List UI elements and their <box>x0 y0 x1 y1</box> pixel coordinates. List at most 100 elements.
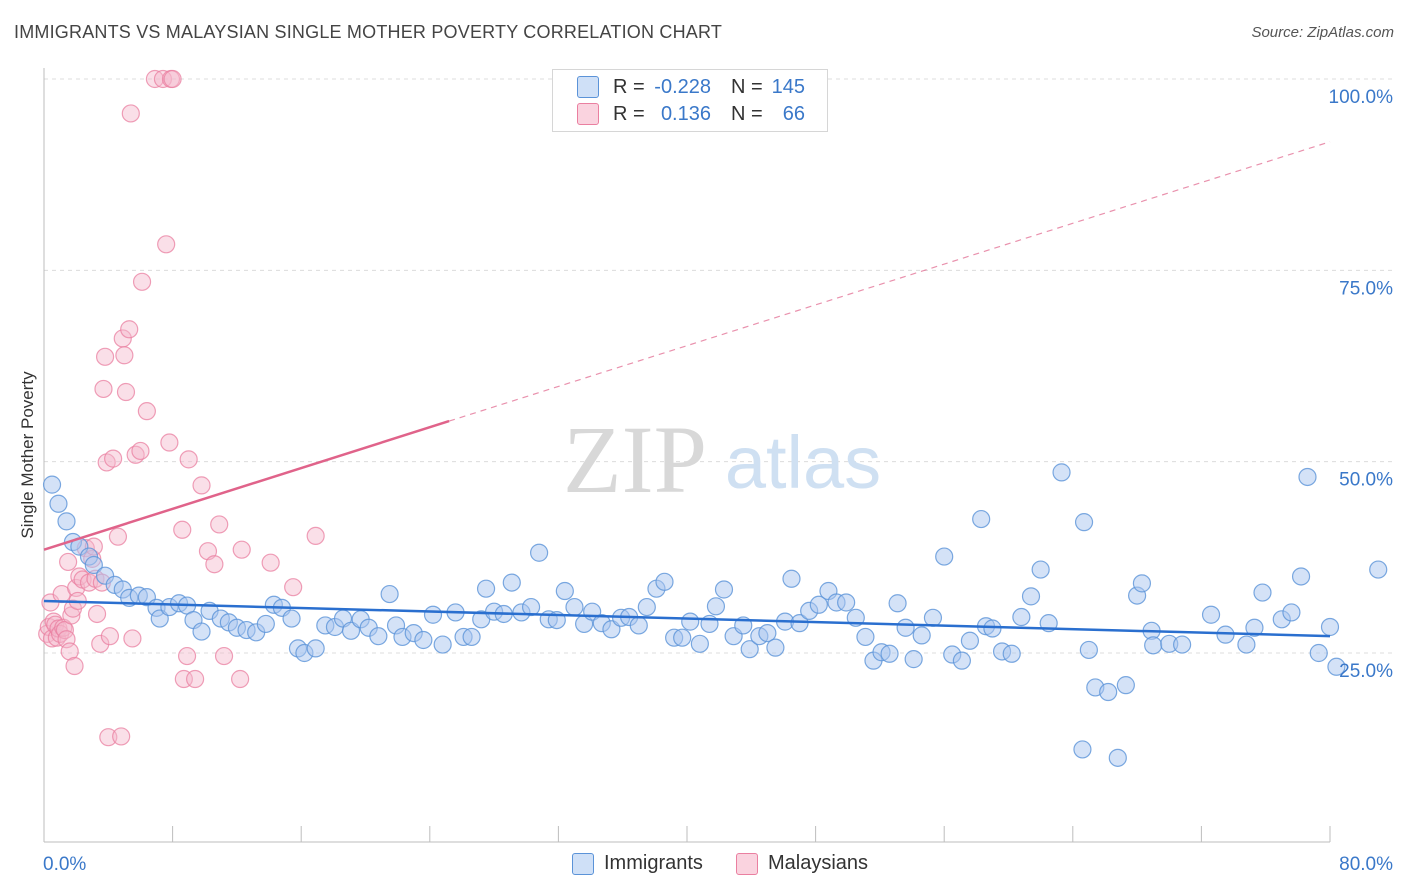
immigrants-point <box>1201 605 1221 624</box>
legend-r-label: R = <box>613 102 645 125</box>
legend-item-malaysians: Malaysians <box>736 852 868 875</box>
legend-swatch-malaysians <box>736 852 758 875</box>
legend-label-immigrants: Immigrants <box>604 852 703 874</box>
immigrants-point <box>673 628 692 647</box>
immigrants-point <box>637 597 656 617</box>
legend-swatch-immigrants <box>572 852 594 875</box>
immigrants-point <box>896 618 915 637</box>
malaysians-point <box>65 656 84 676</box>
immigrants-point <box>414 630 433 650</box>
immigrants-point <box>923 608 943 627</box>
malaysians-point <box>179 450 198 469</box>
immigrants-point <box>1073 740 1092 759</box>
malaysians-point <box>123 629 142 648</box>
immigrants-points <box>42 463 1388 767</box>
immigrants-point <box>555 581 574 601</box>
immigrants-point <box>1237 635 1256 654</box>
legend-swatch-malaysians <box>577 103 599 125</box>
immigrants-point <box>256 614 275 634</box>
malaysians-point <box>91 634 110 653</box>
malaysians-point <box>173 520 192 539</box>
y-tick-label: 50.0% <box>1339 470 1393 491</box>
chart-source: Source: ZipAtlas.com <box>1251 24 1394 41</box>
immigrants-point <box>502 573 521 592</box>
immigrants-point <box>84 555 103 575</box>
malaysians-point <box>95 347 115 366</box>
malaysians-point <box>87 604 107 624</box>
y-tick-label: 75.0% <box>1339 278 1393 299</box>
legend-row-immigrants: R = -0.228 N = 145 <box>577 75 805 99</box>
malaysians-point <box>137 402 156 421</box>
malaysians-point <box>210 515 229 534</box>
malaysians-point <box>160 433 179 452</box>
malaysians-point <box>94 379 113 399</box>
immigrants-point <box>1132 574 1152 593</box>
malaysians-point <box>284 578 303 597</box>
y-tick-label: 25.0% <box>1339 661 1393 682</box>
immigrants-point <box>42 475 62 494</box>
immigrants-point <box>1012 607 1031 627</box>
immigrants-point <box>462 627 481 647</box>
malaysians-point <box>205 555 224 574</box>
immigrants-point <box>655 572 674 591</box>
legend-r-value: 0.136 <box>660 102 711 125</box>
immigrants-point <box>192 622 211 641</box>
immigrants-point <box>1320 617 1340 637</box>
gridlines <box>44 78 1392 654</box>
immigrants-point <box>904 650 923 669</box>
malaysians-point <box>104 449 123 468</box>
x-tick-label: 0.0% <box>43 854 86 875</box>
immigrants-point <box>1021 587 1041 606</box>
immigrants-point <box>1282 603 1301 622</box>
malaysians-point <box>214 646 234 666</box>
immigrants-point <box>983 619 1002 638</box>
immigrants-point <box>888 594 907 613</box>
malaysians-point <box>306 526 325 546</box>
immigrants-point <box>681 612 700 631</box>
immigrants-point <box>690 634 709 653</box>
immigrants-point <box>972 509 991 529</box>
y-tick-label: 100.0% <box>1329 87 1394 108</box>
malaysians-point <box>157 235 176 254</box>
immigrants-point <box>565 597 584 617</box>
immigrants-point <box>1253 583 1272 602</box>
immigrants-point <box>1116 676 1135 695</box>
immigrants-point <box>380 584 399 604</box>
malaysians-points <box>38 69 325 747</box>
immigrants-point <box>1099 682 1118 702</box>
watermark-zip: ZIP <box>563 406 707 513</box>
malaysians-point <box>131 441 150 461</box>
malaysians-point <box>70 567 89 586</box>
immigrants-point <box>1074 513 1094 532</box>
legend-swatch-immigrants <box>577 76 599 98</box>
immigrants-point <box>369 627 388 646</box>
immigrants-point <box>1002 644 1021 663</box>
chart-title: IMMIGRANTS VS MALAYSIAN SINGLE MOTHER PO… <box>14 22 723 42</box>
watermark: ZIP atlas <box>563 406 881 513</box>
malaysians-point <box>192 476 211 495</box>
malaysians-point <box>116 382 136 402</box>
immigrants-point <box>1369 560 1388 579</box>
malaysians-point <box>60 642 79 661</box>
malaysians-point <box>108 527 128 546</box>
correlation-legend: R = -0.228 N = 145 R = 0.136 N = 66 <box>552 69 828 132</box>
immigrants-point <box>837 593 856 612</box>
immigrants-point <box>714 580 734 599</box>
x-tick-label: 80.0% <box>1339 854 1393 875</box>
malaysians-point <box>186 669 205 689</box>
malaysians-trend-line <box>43 419 450 551</box>
legend-n-value: 145 <box>771 75 805 98</box>
malaysians-point <box>100 627 120 646</box>
immigrants-point <box>740 640 759 659</box>
malaysians-point <box>163 69 182 89</box>
malaysians-point <box>232 540 251 559</box>
immigrants-point <box>530 543 549 562</box>
immigrants-point <box>758 624 777 643</box>
immigrants-point <box>1079 640 1098 660</box>
immigrants-point <box>809 595 828 614</box>
immigrants-point <box>790 614 809 633</box>
malaysians-point <box>99 728 118 747</box>
legend-r-value: -0.228 <box>654 75 711 98</box>
immigrants-point <box>57 512 76 531</box>
